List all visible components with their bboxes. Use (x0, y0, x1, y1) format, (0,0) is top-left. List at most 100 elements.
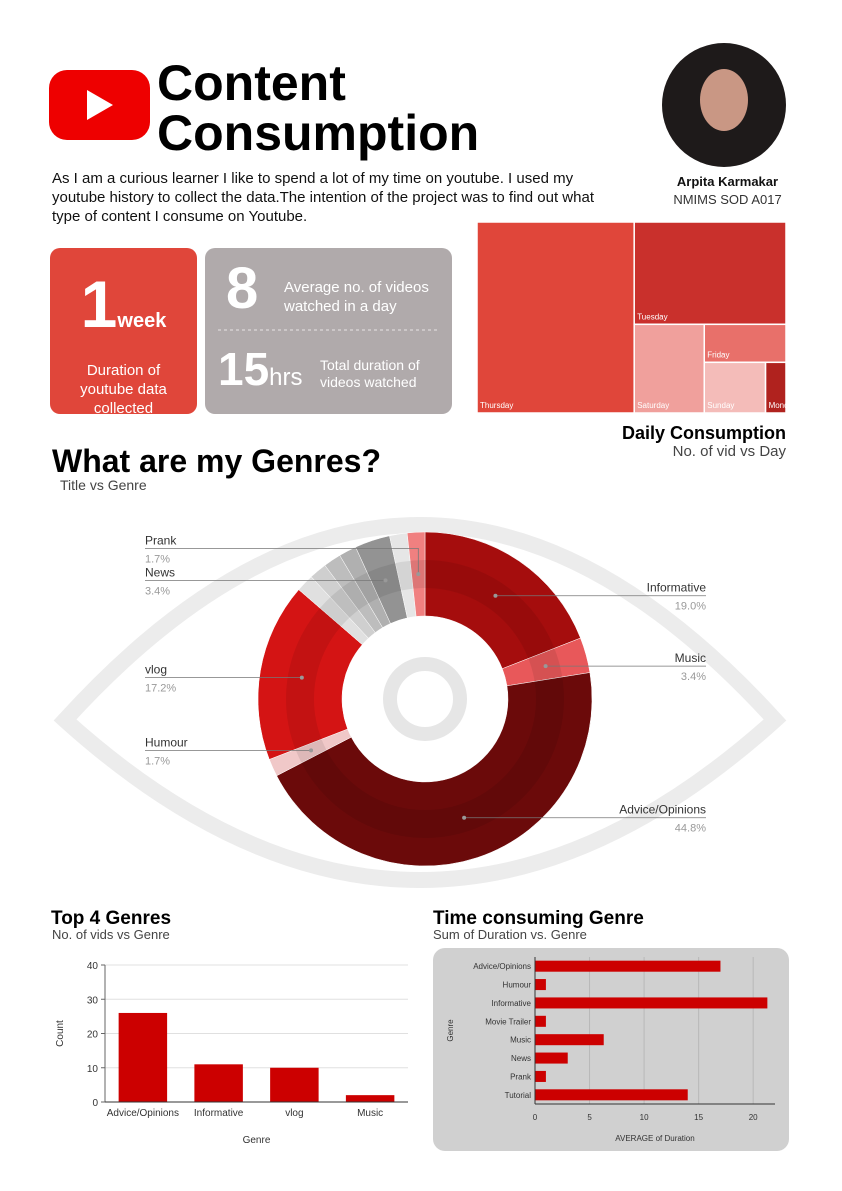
chart-background (433, 948, 789, 1151)
leader-dot (299, 675, 304, 680)
slice-value-label: 17.2% (145, 683, 176, 695)
slice-label: Prank (145, 533, 177, 547)
title: Content Consumption (157, 58, 479, 158)
y-tick-label: Music (510, 1036, 531, 1045)
bar (535, 1034, 604, 1046)
treemap-label: Thursday (480, 401, 513, 410)
slice-label: Humour (145, 735, 188, 749)
stat-label: Average no. of videos watched in a day (284, 279, 429, 315)
y-tick-label: 0 (92, 1098, 98, 1109)
leader-dot (309, 748, 314, 753)
treemap-cell (703, 361, 767, 414)
bar (535, 1052, 568, 1064)
leader-dot (543, 664, 548, 669)
treemap-label: Tuesday (637, 312, 667, 321)
slice-value-label: 1.7% (145, 755, 170, 767)
bar (535, 960, 721, 972)
bar (535, 1015, 546, 1027)
treemap-cell (633, 221, 787, 326)
x-tick-label: Music (357, 1108, 383, 1119)
chart-title: Top 4 Genres (51, 908, 171, 929)
donut-slice (424, 531, 581, 670)
x-axis-label: Genre (243, 1135, 271, 1146)
author-face (700, 69, 748, 131)
chart-title: Daily Consumption (622, 423, 786, 443)
slice-value-label: 1.7% (145, 553, 170, 565)
y-tick-label: Informative (491, 999, 531, 1008)
leader-dot (493, 593, 498, 598)
play-icon (87, 90, 113, 120)
bar (118, 1012, 168, 1102)
y-tick-label: Movie Trailer (485, 1017, 531, 1026)
treemap-label: Monday (769, 401, 797, 410)
stat-value-row: 1week (50, 268, 197, 359)
y-tick-label: 20 (87, 1030, 99, 1041)
stat-card (50, 248, 197, 414)
treemap-label: Sunday (707, 401, 734, 410)
chart-title: Time consuming Genre (433, 908, 644, 929)
treemap-cell (703, 323, 787, 364)
bar (345, 1095, 395, 1102)
stat-number: 8 (226, 256, 259, 321)
title-line: Consumption (157, 105, 480, 161)
x-tick-label: 10 (640, 1113, 649, 1122)
leader-dot (416, 572, 421, 577)
y-tick-label: News (511, 1054, 531, 1063)
treemap-cell (764, 361, 787, 414)
y-tick-label: 30 (87, 995, 99, 1006)
leader-line (145, 548, 419, 575)
y-axis-label: Count (55, 1020, 66, 1047)
stat-label: Total duration of videos watched (320, 357, 420, 390)
author-affiliation: NMIMS SOD A017 (673, 192, 782, 207)
donut-slice (257, 589, 363, 760)
treemap-label: Friday (707, 350, 729, 359)
leader-dot (462, 815, 467, 820)
stat-unit: hrs (269, 364, 303, 391)
slice-value-label: 19.0% (675, 601, 706, 613)
chart-subtitle: No. of vid vs Day (673, 443, 787, 460)
stat-number: 1 (80, 267, 118, 341)
slice-label: vlog (145, 663, 167, 677)
x-tick-label: 20 (749, 1113, 758, 1122)
description: As I am a curious learner I like to spen… (52, 170, 594, 225)
treemap-cell (633, 323, 706, 414)
y-tick-label: Advice/Opinions (473, 962, 531, 971)
stat-week: 1week Duration of youtube data collected (50, 268, 197, 418)
y-axis-label: Genre (446, 1019, 455, 1042)
chart-title: What are my Genres? (52, 443, 381, 479)
y-tick-label: 10 (87, 1064, 99, 1075)
slice-value-label: 44.8% (675, 823, 706, 835)
leader-dot (383, 578, 388, 583)
bar (270, 1067, 319, 1102)
y-tick-label: 40 (87, 961, 99, 972)
y-tick-label: Tutorial (505, 1091, 532, 1100)
title-line: Content (157, 55, 346, 111)
slice-value-label: 3.4% (681, 671, 706, 683)
bar (535, 997, 768, 1009)
bar (535, 1089, 688, 1101)
x-tick-label: 5 (587, 1113, 592, 1122)
x-tick-label: Advice/Opinions (107, 1108, 179, 1119)
eye-outline (53, 517, 787, 888)
x-tick-label: 0 (533, 1113, 538, 1122)
slice-label: Music (675, 651, 706, 665)
treemap-label: Saturday (637, 401, 669, 410)
x-tick-label: Informative (194, 1108, 244, 1119)
author-name: Arpita Karmakar (676, 174, 779, 189)
stat-unit: week (117, 310, 167, 332)
x-axis-label: AVERAGE of Duration (615, 1134, 694, 1143)
y-tick-label: Prank (510, 1072, 532, 1081)
x-tick-label: vlog (285, 1108, 303, 1119)
slice-label: Informative (647, 581, 707, 595)
chart-subtitle: Title vs Genre (60, 477, 147, 493)
ring-shade (286, 560, 564, 838)
chart-subtitle: No. of vids vs Genre (52, 927, 170, 942)
pupil (383, 657, 467, 741)
bar (535, 1070, 546, 1082)
y-tick-label: Humour (503, 981, 532, 990)
bar (194, 1064, 243, 1102)
slice-value-label: 3.4% (145, 585, 170, 597)
treemap-cell (476, 221, 635, 414)
